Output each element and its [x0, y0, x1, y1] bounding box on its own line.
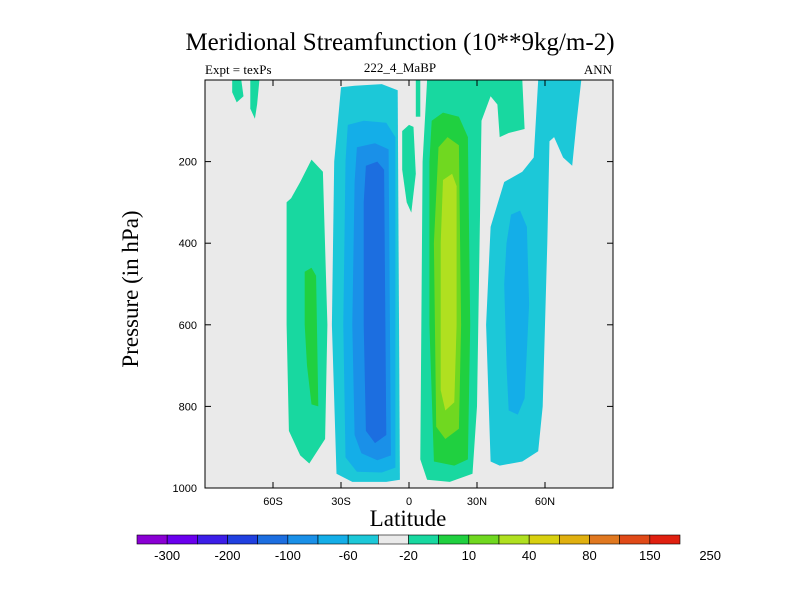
contour-region-8	[250, 80, 260, 119]
colorbar: -300 -200 -100 -60 -20 10 40 80 150 250	[136, 534, 721, 563]
contour-region-6	[304, 267, 319, 407]
colorbar-swatch	[408, 534, 439, 545]
experiment-label: Expt = texPs	[205, 62, 272, 77]
colorbar-label: -200	[214, 548, 240, 563]
colorbar-label: 150	[639, 548, 661, 563]
x-tick-label: 0	[406, 496, 412, 508]
contour-regions	[232, 80, 582, 482]
colorbar-swatch	[438, 534, 470, 545]
x-tick-label: 60S	[263, 496, 283, 508]
colorbar-swatch	[559, 534, 590, 545]
x-tick-label: 30N	[467, 496, 487, 508]
colorbar-swatch	[468, 534, 500, 545]
contour-region-5	[286, 198, 312, 203]
y-tick-label: 200	[179, 157, 197, 169]
y-tick-label: 1000	[173, 483, 197, 495]
axis-ticks: 60S 30S 0 30N 60N 200 400 600 800 1000	[173, 80, 613, 508]
contour-region-10	[402, 124, 416, 213]
colorbar-label: 250	[699, 548, 721, 563]
colorbar-label: -300	[154, 548, 180, 563]
colorbar-swatch	[287, 534, 319, 545]
colorbar-swatch	[317, 534, 349, 545]
colorbar-swatch	[347, 534, 379, 545]
colorbar-swatch	[619, 534, 651, 545]
colorbar-label: 80	[582, 548, 596, 563]
colorbar-label: 10	[462, 548, 476, 563]
colorbar-swatch	[649, 534, 681, 545]
colorbar-swatch	[227, 534, 258, 545]
colorbar-label: -20	[399, 548, 418, 563]
chart-title: Meridional Streamfunction (10**9kg/m-2)	[185, 29, 615, 56]
colorbar-swatch	[378, 534, 409, 545]
x-tick-label: 30S	[331, 496, 351, 508]
contour-region-14	[440, 173, 457, 411]
x-tick-label: 60N	[535, 496, 555, 508]
case-label: 222_4_MaBP	[363, 60, 437, 75]
colorbar-swatch	[136, 534, 168, 545]
y-tick-label: 600	[179, 320, 197, 332]
colorbar-swatch	[257, 534, 289, 545]
colorbar-label: 40	[522, 548, 536, 563]
colorbar-label: -100	[275, 548, 301, 563]
y-axis-label: Pressure (in hPa)	[118, 210, 143, 368]
x-axis-label: Latitude	[369, 506, 447, 531]
y-tick-label: 400	[179, 238, 197, 250]
contour-region-7	[232, 80, 244, 103]
colorbar-label: -60	[339, 548, 358, 563]
colorbar-swatch	[528, 534, 560, 545]
y-tick-label: 800	[179, 401, 197, 413]
contour-region-3	[363, 161, 387, 444]
contour-region-11	[415, 80, 421, 117]
colorbar-swatch	[498, 534, 530, 545]
season-label: ANN	[583, 62, 612, 77]
colorbar-swatch	[166, 534, 198, 545]
colorbar-swatch	[589, 534, 620, 545]
colorbar-swatch	[197, 534, 228, 545]
contour-region-16	[504, 210, 530, 415]
